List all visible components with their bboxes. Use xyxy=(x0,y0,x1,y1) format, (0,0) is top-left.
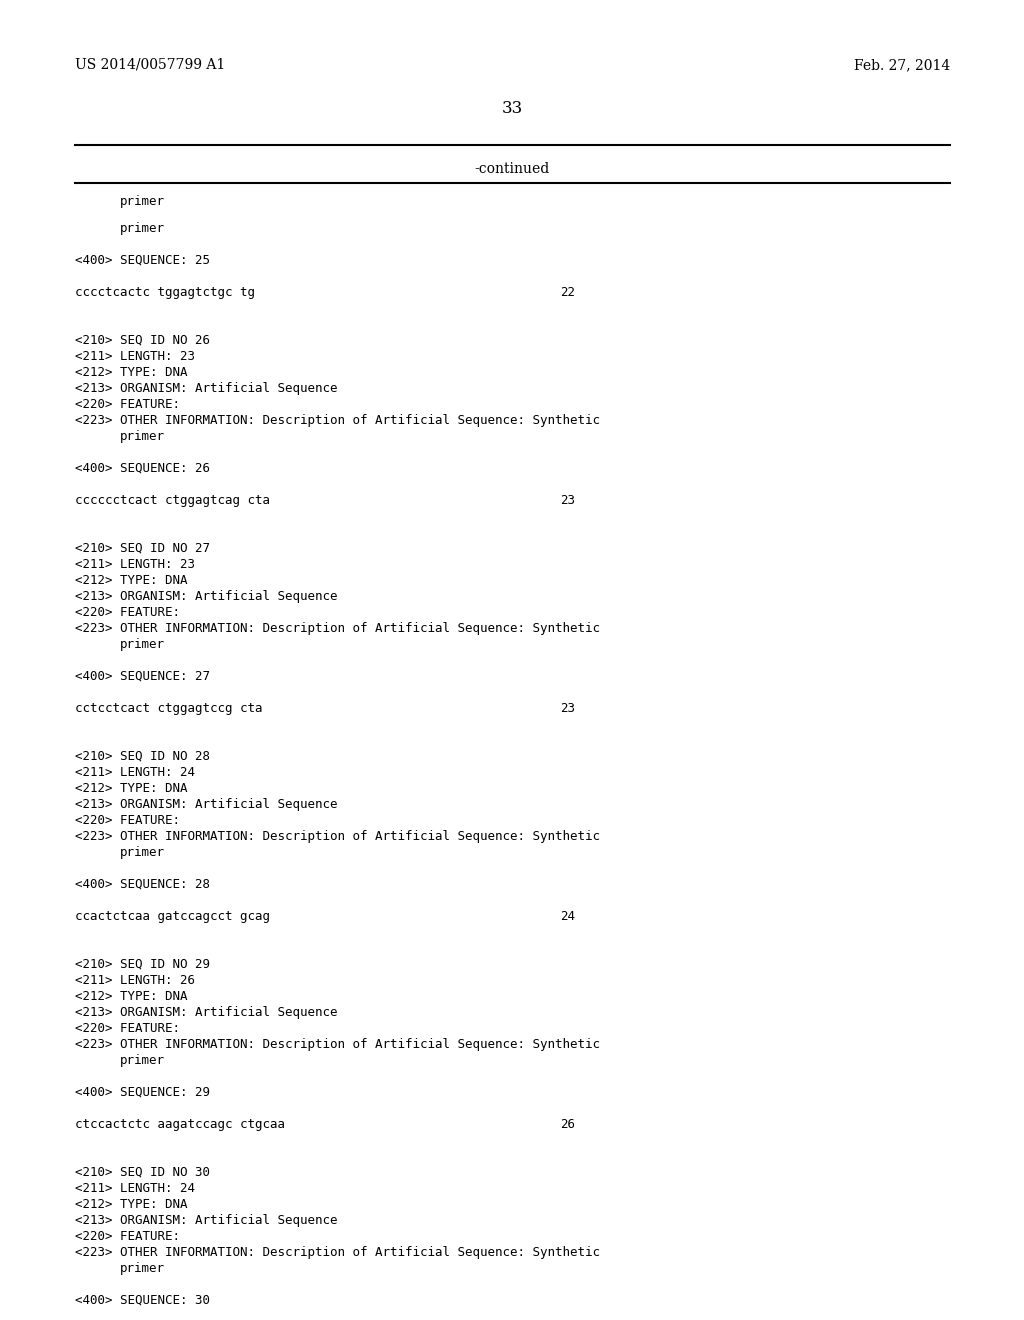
Text: primer: primer xyxy=(120,195,165,209)
Text: <400> SEQUENCE: 27: <400> SEQUENCE: 27 xyxy=(75,671,210,682)
Text: cctcctcact ctggagtccg cta: cctcctcact ctggagtccg cta xyxy=(75,702,262,715)
Text: primer: primer xyxy=(120,1053,165,1067)
Text: primer: primer xyxy=(120,1262,165,1275)
Text: <400> SEQUENCE: 29: <400> SEQUENCE: 29 xyxy=(75,1086,210,1100)
Text: <213> ORGANISM: Artificial Sequence: <213> ORGANISM: Artificial Sequence xyxy=(75,1214,338,1228)
Text: <211> LENGTH: 26: <211> LENGTH: 26 xyxy=(75,974,195,987)
Text: cccctcactc tggagtctgc tg: cccctcactc tggagtctgc tg xyxy=(75,286,255,300)
Text: ccactctcaa gatccagcct gcag: ccactctcaa gatccagcct gcag xyxy=(75,909,270,923)
Text: primer: primer xyxy=(120,430,165,444)
Text: <211> LENGTH: 23: <211> LENGTH: 23 xyxy=(75,558,195,572)
Text: <212> TYPE: DNA: <212> TYPE: DNA xyxy=(75,366,187,379)
Text: <210> SEQ ID NO 27: <210> SEQ ID NO 27 xyxy=(75,543,210,554)
Text: <223> OTHER INFORMATION: Description of Artificial Sequence: Synthetic: <223> OTHER INFORMATION: Description of … xyxy=(75,414,600,426)
Text: <400> SEQUENCE: 30: <400> SEQUENCE: 30 xyxy=(75,1294,210,1307)
Text: <220> FEATURE:: <220> FEATURE: xyxy=(75,1230,180,1243)
Text: <220> FEATURE:: <220> FEATURE: xyxy=(75,1022,180,1035)
Text: Feb. 27, 2014: Feb. 27, 2014 xyxy=(854,58,950,73)
Text: <213> ORGANISM: Artificial Sequence: <213> ORGANISM: Artificial Sequence xyxy=(75,381,338,395)
Text: <211> LENGTH: 24: <211> LENGTH: 24 xyxy=(75,766,195,779)
Text: primer: primer xyxy=(120,638,165,651)
Text: 24: 24 xyxy=(560,909,575,923)
Text: <212> TYPE: DNA: <212> TYPE: DNA xyxy=(75,1199,187,1210)
Text: <213> ORGANISM: Artificial Sequence: <213> ORGANISM: Artificial Sequence xyxy=(75,799,338,810)
Text: <223> OTHER INFORMATION: Description of Artificial Sequence: Synthetic: <223> OTHER INFORMATION: Description of … xyxy=(75,830,600,843)
Text: 22: 22 xyxy=(560,286,575,300)
Text: <211> LENGTH: 24: <211> LENGTH: 24 xyxy=(75,1181,195,1195)
Text: primer: primer xyxy=(120,846,165,859)
Text: <220> FEATURE:: <220> FEATURE: xyxy=(75,399,180,411)
Text: primer: primer xyxy=(120,222,165,235)
Text: <210> SEQ ID NO 29: <210> SEQ ID NO 29 xyxy=(75,958,210,972)
Text: <223> OTHER INFORMATION: Description of Artificial Sequence: Synthetic: <223> OTHER INFORMATION: Description of … xyxy=(75,1246,600,1259)
Text: 33: 33 xyxy=(502,100,522,117)
Text: 23: 23 xyxy=(560,494,575,507)
Text: 23: 23 xyxy=(560,702,575,715)
Text: -continued: -continued xyxy=(474,162,550,176)
Text: <212> TYPE: DNA: <212> TYPE: DNA xyxy=(75,781,187,795)
Text: <212> TYPE: DNA: <212> TYPE: DNA xyxy=(75,990,187,1003)
Text: <220> FEATURE:: <220> FEATURE: xyxy=(75,814,180,828)
Text: <211> LENGTH: 23: <211> LENGTH: 23 xyxy=(75,350,195,363)
Text: <210> SEQ ID NO 30: <210> SEQ ID NO 30 xyxy=(75,1166,210,1179)
Text: 26: 26 xyxy=(560,1118,575,1131)
Text: <210> SEQ ID NO 28: <210> SEQ ID NO 28 xyxy=(75,750,210,763)
Text: <400> SEQUENCE: 28: <400> SEQUENCE: 28 xyxy=(75,878,210,891)
Text: <223> OTHER INFORMATION: Description of Artificial Sequence: Synthetic: <223> OTHER INFORMATION: Description of … xyxy=(75,1038,600,1051)
Text: <212> TYPE: DNA: <212> TYPE: DNA xyxy=(75,574,187,587)
Text: <400> SEQUENCE: 26: <400> SEQUENCE: 26 xyxy=(75,462,210,475)
Text: <213> ORGANISM: Artificial Sequence: <213> ORGANISM: Artificial Sequence xyxy=(75,1006,338,1019)
Text: ctccactctc aagatccagc ctgcaa: ctccactctc aagatccagc ctgcaa xyxy=(75,1118,285,1131)
Text: <400> SEQUENCE: 25: <400> SEQUENCE: 25 xyxy=(75,253,210,267)
Text: <220> FEATURE:: <220> FEATURE: xyxy=(75,606,180,619)
Text: <210> SEQ ID NO 26: <210> SEQ ID NO 26 xyxy=(75,334,210,347)
Text: US 2014/0057799 A1: US 2014/0057799 A1 xyxy=(75,58,225,73)
Text: cccccctcact ctggagtcag cta: cccccctcact ctggagtcag cta xyxy=(75,494,270,507)
Text: <213> ORGANISM: Artificial Sequence: <213> ORGANISM: Artificial Sequence xyxy=(75,590,338,603)
Text: <223> OTHER INFORMATION: Description of Artificial Sequence: Synthetic: <223> OTHER INFORMATION: Description of … xyxy=(75,622,600,635)
